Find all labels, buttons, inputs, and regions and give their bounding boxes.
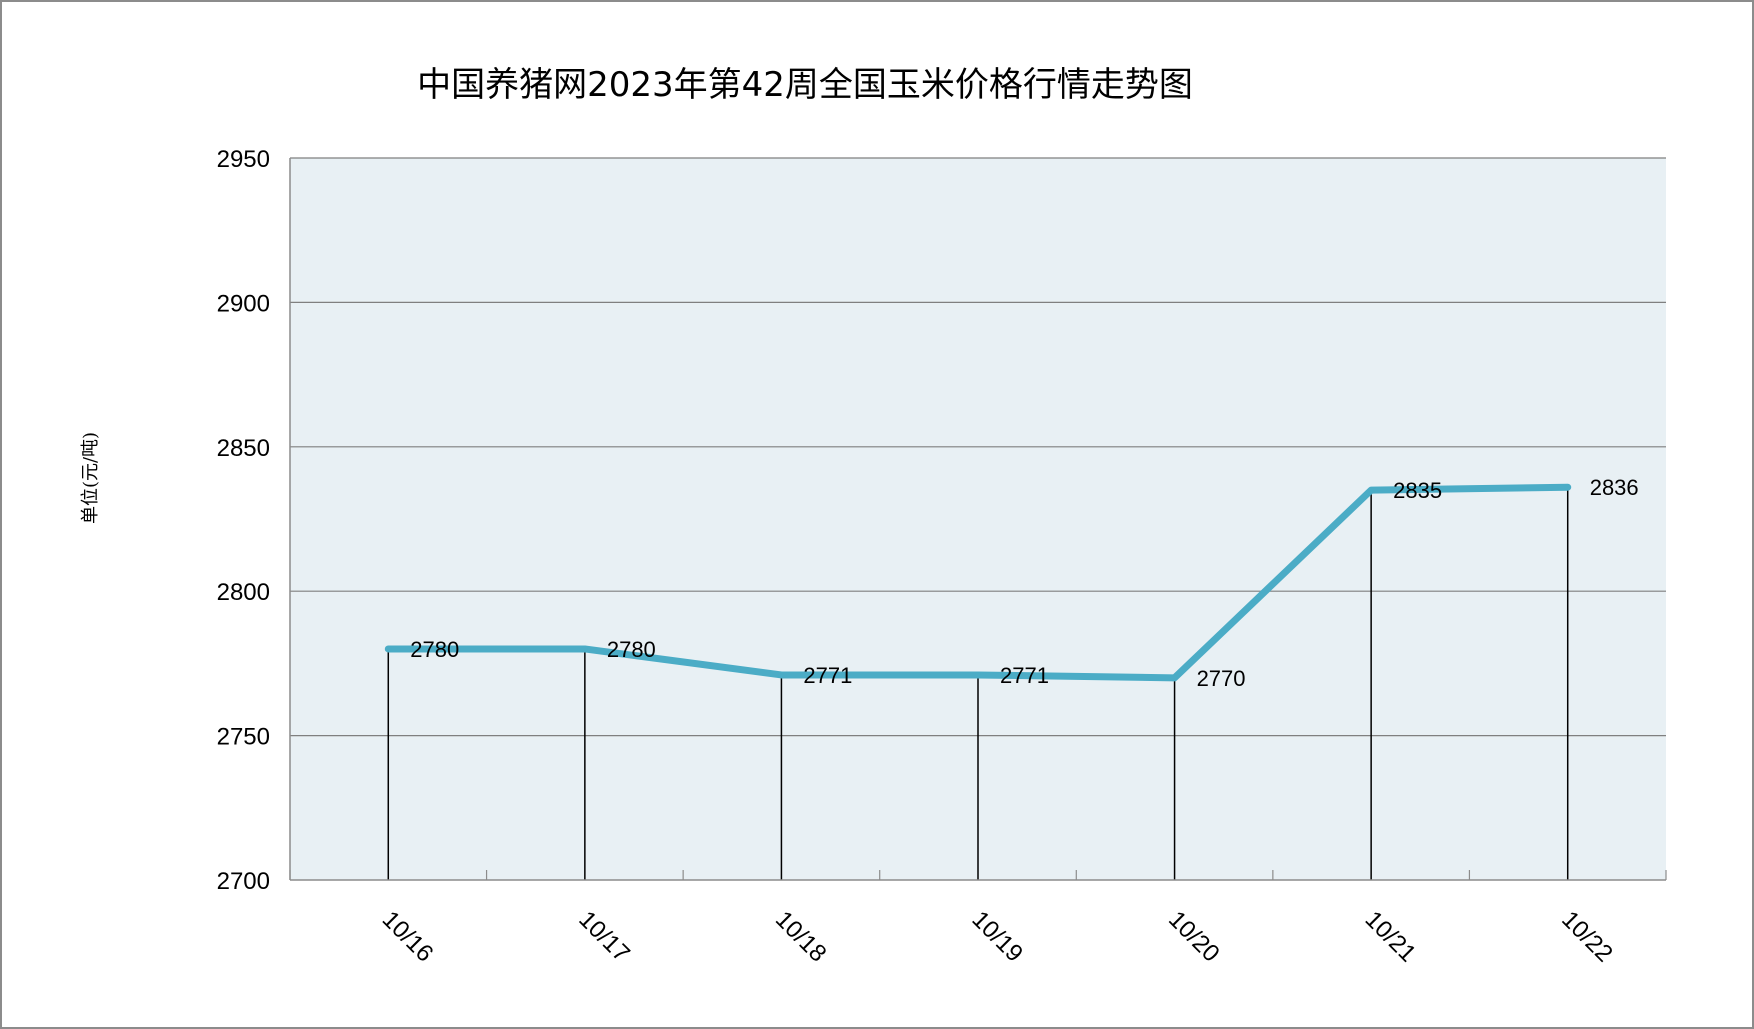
x-tick-label: 10/18 xyxy=(770,906,832,968)
x-tick-label: 10/21 xyxy=(1360,906,1422,968)
data-label: 2780 xyxy=(607,637,656,662)
x-axis-tick-labels: 10/16 10/17 10/18 10/19 10/20 10/21 10/22 xyxy=(377,906,1618,968)
x-tick-label: 10/17 xyxy=(573,906,635,968)
x-tick-label: 10/16 xyxy=(377,906,439,968)
series-group xyxy=(384,483,1572,682)
data-label: 2836 xyxy=(1590,475,1639,500)
y-tick-label: 2900 xyxy=(217,290,270,317)
data-point xyxy=(385,645,392,652)
data-point xyxy=(1368,487,1375,494)
y-tick-label: 2750 xyxy=(217,724,270,751)
data-point xyxy=(778,671,785,678)
y-tick-label: 2850 xyxy=(217,435,270,462)
y-tick-label: 2950 xyxy=(217,146,270,173)
gridlines xyxy=(290,157,1666,737)
x-axis-tick-marks xyxy=(289,870,1667,880)
data-label: 2771 xyxy=(1000,663,1049,688)
data-label: 2835 xyxy=(1393,478,1442,503)
data-point xyxy=(1171,674,1178,681)
data-labels: 2780 2780 2771 2771 2770 2835 2836 xyxy=(410,475,1638,691)
data-label: 2770 xyxy=(1197,666,1246,691)
x-tick-label: 10/19 xyxy=(967,906,1029,968)
data-label: 2771 xyxy=(803,663,852,688)
x-tick-label: 10/22 xyxy=(1556,906,1618,968)
y-tick-label: 2800 xyxy=(217,579,270,606)
data-point xyxy=(581,645,588,652)
y-axis-label: 单位(元/吨) xyxy=(80,432,101,524)
data-point xyxy=(1564,484,1571,491)
y-axis-ticks: 2700 2750 2800 2850 2900 2950 xyxy=(217,146,270,895)
x-tick-label: 10/20 xyxy=(1163,906,1225,968)
data-label: 2780 xyxy=(410,637,459,662)
y-tick-label: 2700 xyxy=(217,868,270,895)
data-point xyxy=(975,671,981,678)
drop-lines xyxy=(387,487,1569,880)
chart-title: 中国养猪网2023年第42周全国玉米价格行情走势图 xyxy=(417,65,1193,105)
